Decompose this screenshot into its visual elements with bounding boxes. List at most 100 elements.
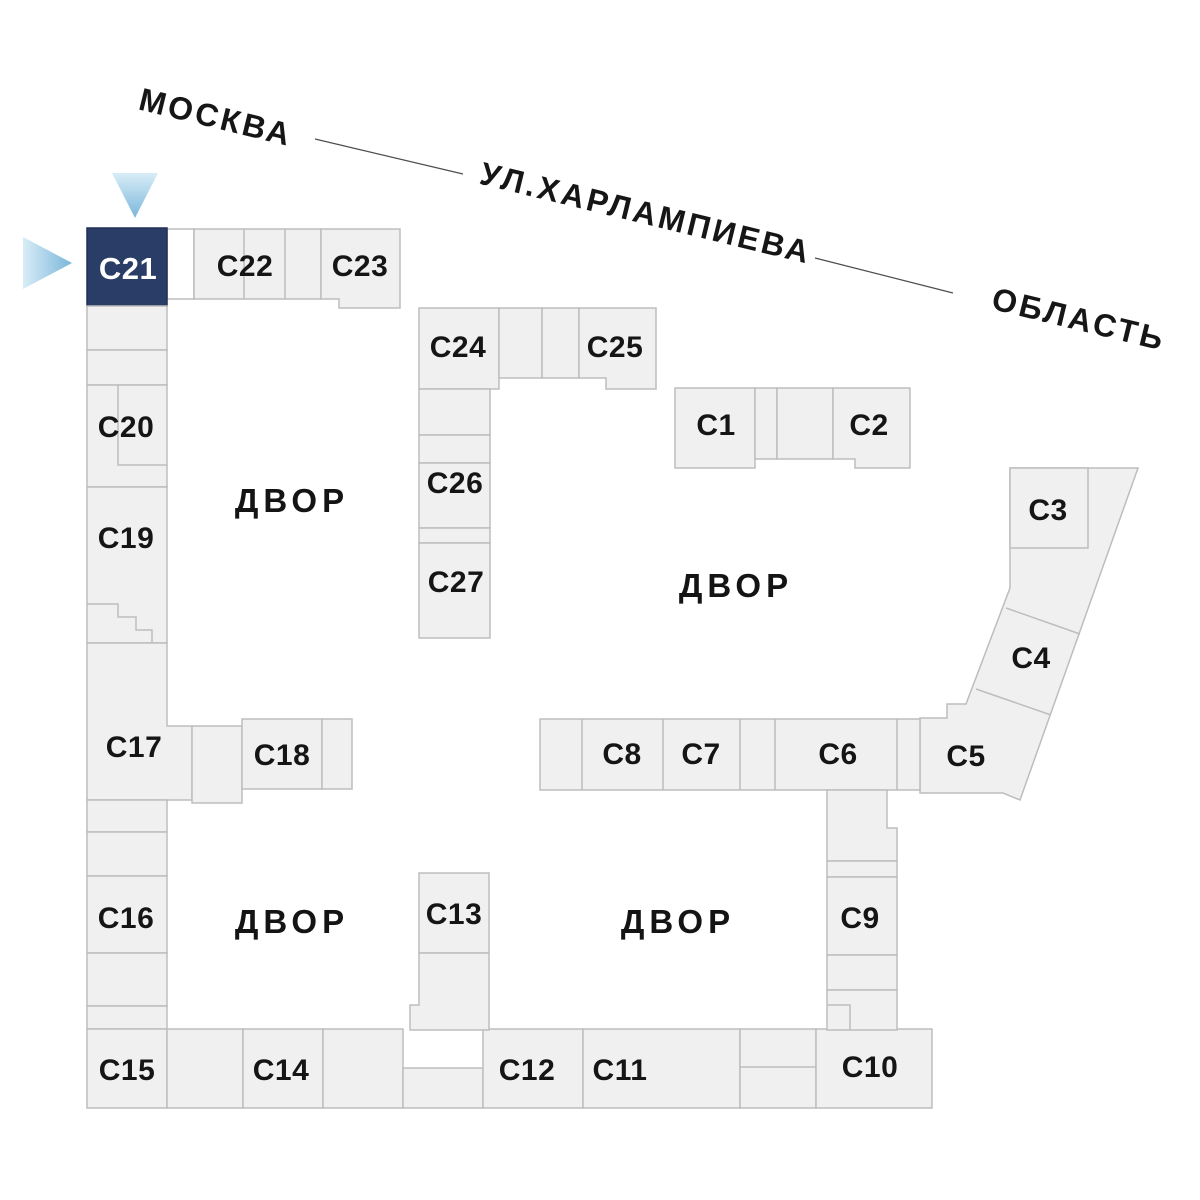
building-label: С16 bbox=[98, 902, 155, 935]
building-label: С8 bbox=[602, 738, 641, 771]
building-label: С17 bbox=[106, 731, 163, 764]
building-label: С12 bbox=[499, 1054, 556, 1087]
building-label: С15 bbox=[99, 1054, 156, 1087]
building-shape bbox=[832, 387, 911, 469]
building-label: С21 bbox=[99, 251, 157, 286]
building-c6[interactable]: С6 bbox=[818, 738, 857, 771]
building-label: С2 bbox=[849, 409, 888, 442]
building-c2[interactable]: С2 bbox=[832, 387, 911, 469]
building-section bbox=[498, 307, 543, 379]
building-label: С10 bbox=[842, 1051, 899, 1084]
building-c21-selected[interactable]: С21 bbox=[86, 227, 168, 307]
street-line bbox=[814, 257, 954, 294]
building-section bbox=[86, 952, 168, 1007]
building-label: С23 bbox=[332, 250, 389, 283]
building-section bbox=[409, 952, 490, 1031]
building-c5[interactable]: С5 bbox=[946, 740, 985, 773]
section-divider bbox=[975, 607, 1081, 716]
building-c13[interactable]: С13 bbox=[418, 872, 490, 954]
section-divider bbox=[827, 1004, 851, 1030]
building-c10[interactable]: С10 bbox=[815, 1028, 933, 1109]
building-label: С13 bbox=[426, 898, 483, 931]
building-c12[interactable]: С12 bbox=[482, 1028, 584, 1109]
building-wing bbox=[919, 467, 1140, 801]
building-section bbox=[86, 831, 168, 877]
building-section bbox=[739, 1028, 817, 1109]
building-label: С26 bbox=[427, 467, 484, 500]
building-shape bbox=[86, 875, 168, 954]
street-label-oblast: ОБЛАСТЬ bbox=[988, 280, 1169, 357]
building-label: С22 bbox=[217, 250, 274, 283]
building-c11[interactable]: С11 bbox=[582, 1028, 741, 1109]
building-shape bbox=[86, 642, 193, 801]
building-label: С20 bbox=[98, 411, 155, 444]
building-c15[interactable]: С15 bbox=[86, 1028, 168, 1109]
courtyard-label: ДВОР bbox=[235, 482, 349, 519]
building-section bbox=[776, 387, 834, 460]
building-section bbox=[166, 1028, 244, 1109]
building-c4[interactable]: С4 bbox=[1011, 642, 1050, 675]
section-divider bbox=[581, 719, 898, 790]
building-shape bbox=[193, 228, 322, 300]
building-shape bbox=[320, 228, 401, 309]
building-c3[interactable]: С3 bbox=[1009, 467, 1089, 549]
building-label: С9 bbox=[840, 902, 879, 935]
building-section bbox=[826, 860, 898, 878]
building-section bbox=[86, 1005, 168, 1030]
building-c24[interactable]: С24 bbox=[418, 307, 500, 390]
building-c7[interactable]: С7 bbox=[681, 738, 720, 771]
building-c17[interactable]: С17 bbox=[86, 642, 193, 801]
building-section bbox=[754, 387, 778, 460]
building-section bbox=[826, 954, 898, 991]
building-c16[interactable]: С16 bbox=[86, 875, 168, 954]
building-section bbox=[322, 1028, 404, 1109]
building-c14[interactable]: С14 bbox=[242, 1028, 324, 1109]
section-divider bbox=[87, 603, 153, 643]
building-section bbox=[826, 989, 898, 1031]
building-section bbox=[402, 1067, 484, 1109]
building-section bbox=[191, 725, 243, 804]
building-label: С11 bbox=[593, 1054, 648, 1087]
building-section bbox=[86, 349, 168, 386]
building-label: С25 bbox=[587, 331, 644, 364]
building-c25[interactable]: С25 bbox=[578, 307, 657, 390]
building-shape bbox=[241, 718, 323, 790]
building-label: С1 bbox=[696, 409, 735, 442]
building-row bbox=[539, 718, 921, 791]
building-section bbox=[418, 388, 491, 436]
building-shape bbox=[86, 486, 168, 644]
building-c1[interactable]: С1 bbox=[674, 387, 756, 469]
building-shape bbox=[674, 387, 756, 469]
building-shape bbox=[418, 307, 500, 390]
selected-building-arrow-down-icon bbox=[112, 173, 158, 218]
building-c20[interactable]: С20 bbox=[86, 384, 168, 488]
building-label: С3 bbox=[1028, 494, 1067, 527]
building-section bbox=[826, 789, 898, 862]
courtyard-label: ДВОР bbox=[679, 567, 793, 604]
building-shape bbox=[739, 1028, 817, 1109]
section-divider bbox=[117, 385, 167, 466]
building-c9[interactable]: С9 bbox=[826, 876, 898, 956]
building-label: С24 bbox=[430, 331, 487, 364]
street-name-label: УЛ.ХАРЛАМПИЕВА bbox=[477, 155, 816, 271]
street-line bbox=[314, 138, 464, 175]
building-section bbox=[86, 799, 168, 833]
building-shape bbox=[86, 1028, 168, 1109]
building-c22[interactable]: С22 bbox=[193, 228, 322, 300]
building-shape bbox=[418, 872, 490, 954]
building-c18[interactable]: С18 bbox=[241, 718, 323, 790]
building-c23[interactable]: С23 bbox=[320, 228, 401, 309]
building-c19[interactable]: С19 bbox=[86, 486, 168, 644]
building-c8[interactable]: С8 bbox=[602, 738, 641, 771]
building-label: С27 bbox=[428, 566, 485, 599]
building-c27[interactable]: С27 bbox=[418, 542, 491, 639]
building-shape bbox=[242, 1028, 324, 1109]
building-section bbox=[321, 718, 353, 790]
building-label: С18 bbox=[254, 739, 311, 772]
building-label: С7 bbox=[681, 738, 720, 771]
building-label: С14 bbox=[253, 1054, 310, 1087]
building-shape bbox=[578, 307, 657, 390]
building-shape bbox=[86, 384, 168, 488]
building-shape bbox=[86, 227, 168, 307]
building-c26[interactable]: С26 bbox=[418, 462, 491, 529]
